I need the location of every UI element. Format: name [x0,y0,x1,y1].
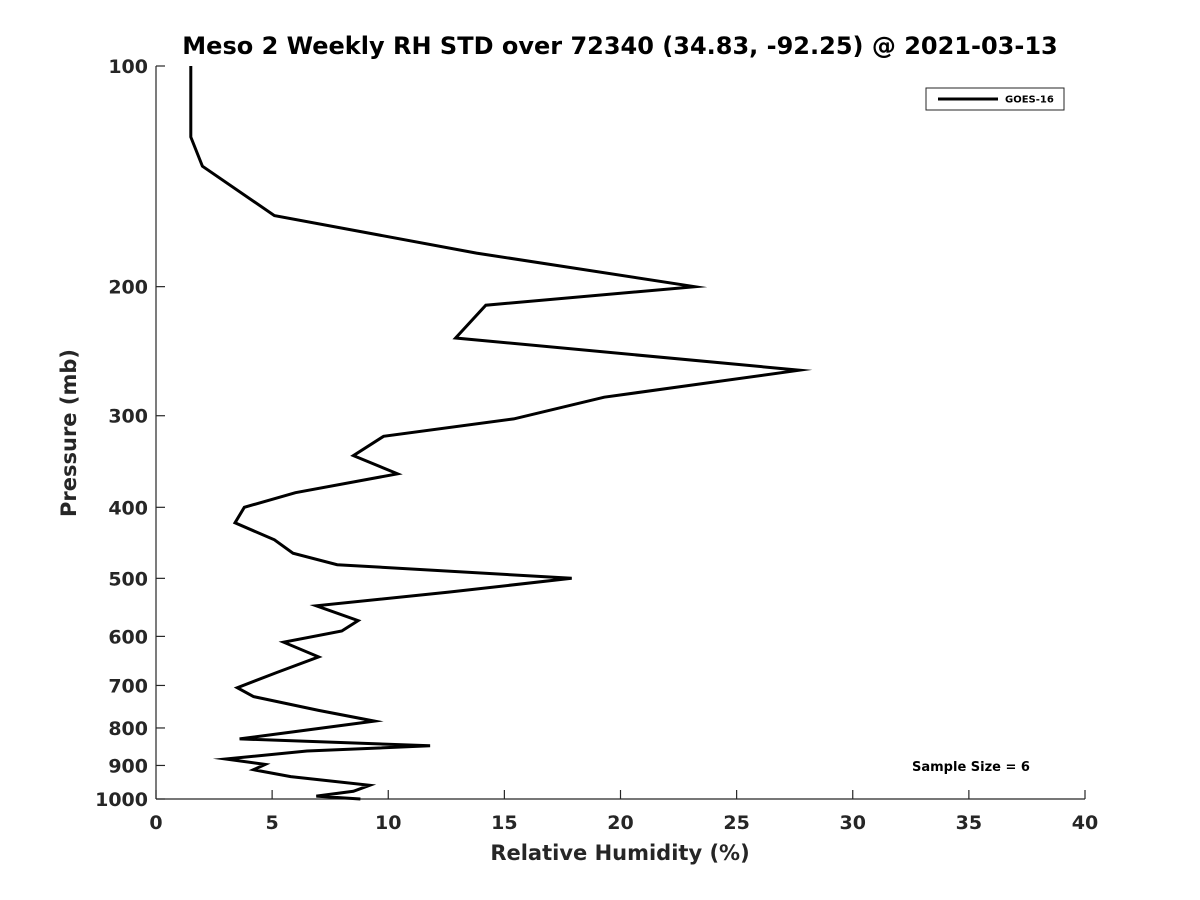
y-tick-label: 300 [108,406,148,428]
x-tick-label: 20 [607,812,633,834]
y-tick-label: 1000 [95,789,148,811]
y-tick-label: 500 [108,568,148,590]
legend: GOES-16 [925,87,1065,111]
y-tick-label: 900 [108,755,148,777]
x-tick-label: 40 [1072,812,1098,834]
y-tick-label: 400 [108,497,148,519]
chart-title: Meso 2 Weekly RH STD over 72340 (34.83, … [182,32,1057,60]
y-tick-label: 700 [108,675,148,697]
series-line-goes-16 [189,66,813,801]
series-layer [189,66,813,801]
y-tick-label: 200 [108,277,148,299]
x-axis-label: Relative Humidity (%) [490,841,749,865]
y-tick-label: 800 [108,718,148,740]
axes: 0 5 10 15 20 25 30 35 40 100 200 300 400 500 600 700 800… [95,56,1098,834]
x-tick-label: 30 [840,812,866,834]
x-tick-label: 5 [266,812,279,834]
y-tick-label: 600 [108,626,148,648]
x-tick-label: 0 [149,812,162,834]
x-tick-label: 10 [375,812,401,834]
x-tick-label: 25 [723,812,749,834]
y-tick-label: 100 [108,56,148,78]
sample-size-note: Sample Size = 6 [912,760,1030,775]
x-tick-label: 35 [956,812,982,834]
x-tick-label: 15 [491,812,517,834]
y-axis-label: Pressure (mb) [57,349,81,517]
legend-label-goes-16: GOES-16 [1005,95,1054,106]
